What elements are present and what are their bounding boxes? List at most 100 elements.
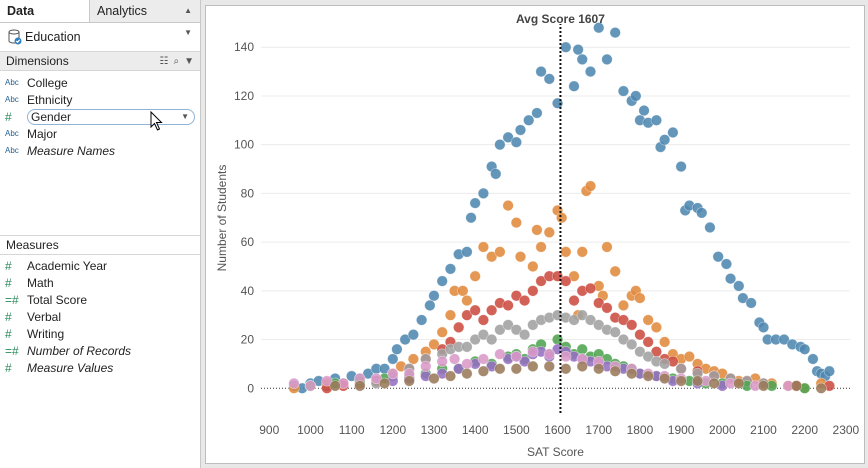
dimension-field-label: Gender ▼ [27, 108, 195, 125]
data-point [568, 80, 580, 92]
x-tick-label: 1700 [585, 423, 612, 437]
data-point [675, 160, 687, 173]
data-point [416, 314, 428, 326]
measure-field[interactable]: # Academic Year [0, 257, 200, 274]
measure-field[interactable]: # Verbal [0, 308, 200, 325]
data-point [572, 44, 584, 56]
data-point [436, 275, 448, 287]
measure-field[interactable]: # Writing [0, 325, 200, 342]
data-point [494, 139, 506, 151]
data-point [560, 275, 572, 287]
data-point [568, 314, 580, 326]
dimension-field[interactable]: Abc College [0, 74, 200, 91]
number-type-icon: # [5, 275, 12, 290]
tab-data[interactable]: Data [0, 0, 90, 22]
data-point [778, 333, 790, 346]
data-point [543, 348, 555, 360]
x-tick-label: 2100 [750, 423, 777, 437]
data-point [556, 212, 568, 224]
number-type-icon: # [5, 309, 12, 324]
dimension-field[interactable]: # Gender ▼ [0, 108, 200, 125]
measure-field[interactable]: =# Total Score [0, 291, 200, 308]
x-tick-label: 1100 [339, 423, 365, 437]
data-point [630, 90, 642, 102]
mouse-cursor-icon [150, 111, 163, 131]
data-point [461, 368, 473, 380]
data-point [461, 341, 473, 353]
measure-field-text: Measure Values [27, 360, 114, 375]
measures-header: Measures [0, 235, 200, 255]
data-point [692, 375, 704, 387]
chart-area[interactable]: 0 20 40 60 80 100 120 140 900 1000 1100 1200 1300 140… [205, 5, 865, 464]
string-type-icon: Abc [5, 95, 19, 104]
data-point [617, 299, 630, 312]
data-point [737, 292, 749, 304]
data-point [502, 199, 514, 212]
measure-field-text: Math [27, 275, 54, 290]
x-axis-title: SAT Score [527, 445, 584, 459]
data-point [490, 168, 502, 180]
data-point [527, 260, 539, 273]
data-point [510, 217, 522, 229]
dimension-field[interactable]: Abc Ethnicity [0, 91, 200, 108]
data-point [407, 353, 419, 365]
string-type-icon: Abc [5, 129, 19, 138]
data-point [486, 251, 498, 263]
measure-field[interactable]: # Measure Values [0, 359, 200, 376]
data-point [543, 360, 555, 372]
search-icon[interactable]: ⌕ [173, 55, 180, 67]
datasource-icon [8, 29, 22, 45]
view-list-icon[interactable]: ☷ [159, 55, 169, 67]
data-point [428, 372, 440, 385]
x-tick-label: 2000 [709, 423, 736, 437]
y-tick-label: 60 [241, 235, 255, 249]
data-point [601, 241, 613, 253]
data-point [675, 363, 687, 375]
data-point [494, 324, 506, 336]
dimensions-header: Dimensions ☷ ⌕ ▼ [0, 52, 200, 71]
data-point [469, 304, 481, 316]
data-point [823, 365, 836, 377]
measure-field-text: Total Score [27, 292, 88, 307]
data-point [304, 380, 317, 392]
data-point [609, 326, 621, 338]
data-point [745, 297, 757, 309]
data-point [477, 329, 490, 341]
datasource-row[interactable]: Education [0, 23, 200, 52]
menu-dropdown-icon[interactable]: ▼ [184, 55, 194, 67]
data-point [510, 363, 522, 375]
x-tick-label: 1400 [462, 423, 489, 437]
measure-field[interactable]: =# Number of Records [0, 342, 200, 359]
data-point [436, 326, 448, 338]
data-point [477, 314, 490, 326]
scatter-chart[interactable]: 0 20 40 60 80 100 120 140 900 1000 1100 1200 1300 140… [206, 6, 864, 463]
data-point [428, 290, 440, 302]
number-type-icon: # [5, 258, 12, 273]
dimension-field[interactable]: Abc Measure Names [0, 142, 200, 159]
data-point [551, 270, 564, 282]
data-point [609, 27, 621, 39]
data-point [642, 336, 654, 348]
data-point [469, 270, 481, 282]
field-dropdown-icon[interactable]: ▼ [181, 111, 189, 121]
data-point [638, 104, 650, 117]
y-tick-label: 100 [234, 138, 254, 152]
data-point [469, 333, 481, 346]
data-point [494, 363, 506, 375]
data-point [399, 333, 411, 346]
data-point [584, 180, 597, 192]
data-point [519, 329, 531, 341]
measure-field[interactable]: # Math [0, 274, 200, 291]
data-point [799, 343, 811, 355]
data-point [601, 302, 613, 314]
data-point [757, 380, 770, 392]
dimension-field-text: Gender [31, 109, 72, 124]
tab-scroll-icon[interactable]: ▲ ▼ [184, 6, 192, 37]
calculated-number-icon: =# [5, 343, 19, 358]
data-point [527, 346, 539, 358]
dimensions-list: Abc College Abc Ethnicity # Gender ▼ Abc Major Ab… [0, 71, 200, 159]
dimension-field[interactable]: Abc Major [0, 125, 200, 142]
data-point [560, 246, 572, 258]
data-point [502, 319, 514, 331]
tab-analytics[interactable]: Analytics ▲ ▼ [90, 0, 200, 37]
